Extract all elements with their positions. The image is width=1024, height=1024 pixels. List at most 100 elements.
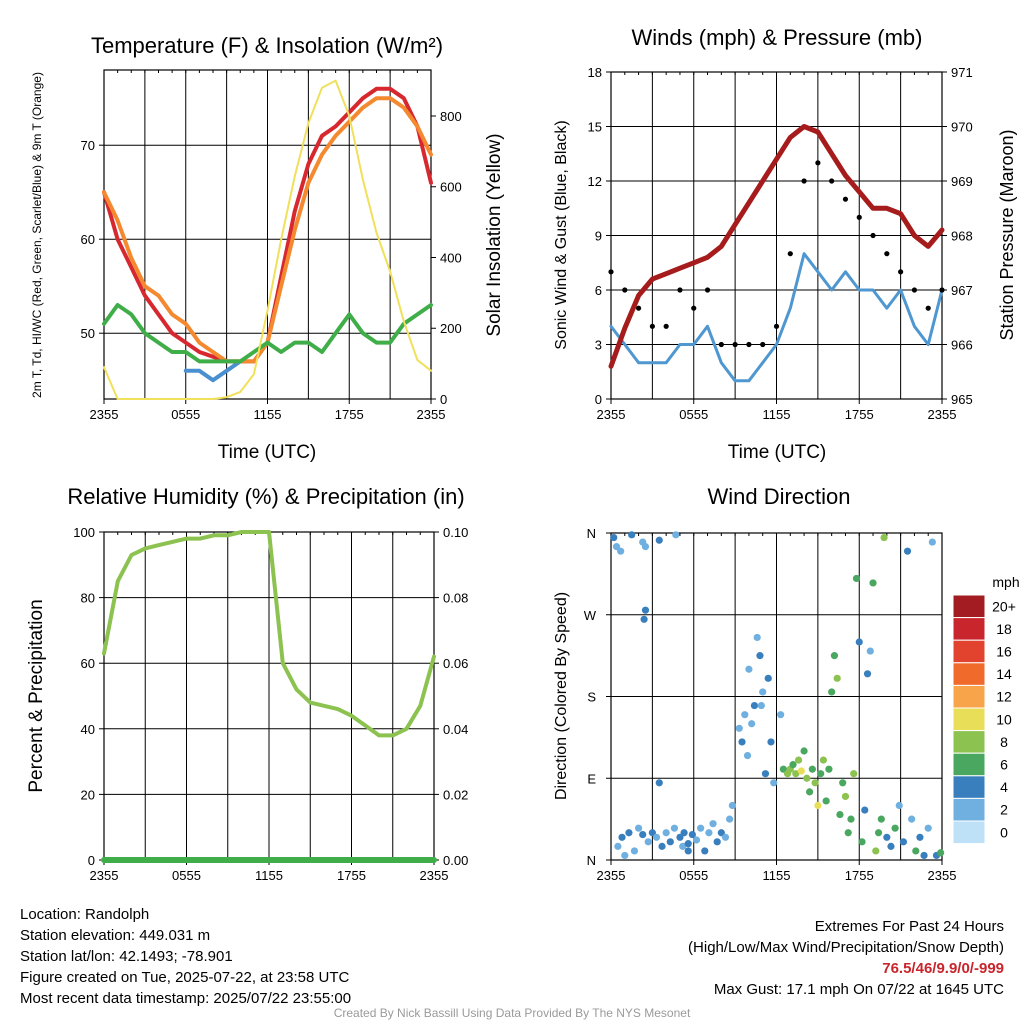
- direction-point: [759, 688, 767, 696]
- humidity-xtick-label: 1755: [337, 868, 366, 883]
- winds-gust-point: [704, 287, 711, 293]
- winds-gust-point: [608, 269, 614, 275]
- direction-point: [814, 801, 822, 810]
- winds-gust-point: [649, 323, 655, 329]
- temperature-ytick-label: 50: [81, 326, 95, 341]
- direction-point: [748, 720, 756, 728]
- direction-point: [617, 547, 625, 555]
- direction-point: [937, 849, 945, 857]
- direction-point: [625, 829, 633, 837]
- direction-point: [641, 606, 650, 614]
- colorbar-label: 18: [996, 621, 1012, 637]
- winds-gust-point: [884, 251, 890, 257]
- winds-ytick-label: 15: [588, 120, 602, 135]
- colorbar-label: 2: [1000, 802, 1008, 818]
- latlon-text: Station lat/lon: 42.1493; -78.901: [20, 948, 233, 965]
- winds-ytick-right-label: 970: [951, 120, 973, 135]
- direction-point: [697, 824, 705, 832]
- direction-point: [628, 531, 636, 539]
- direction-point: [680, 829, 688, 837]
- direction-point: [655, 779, 663, 787]
- winds-gust-point: [856, 214, 862, 220]
- winds-title: Winds (mph) & Pressure (mb): [632, 25, 923, 50]
- direction-point: [721, 833, 730, 841]
- temperature-xtick-label: 2355: [90, 407, 119, 422]
- humidity-ytick-label: 80: [81, 591, 95, 606]
- direction-point: [639, 830, 647, 839]
- direction-point: [794, 756, 803, 764]
- winds-ytick-right-label: 966: [951, 338, 973, 353]
- direction-point: [792, 770, 800, 778]
- recent-text: Most recent data timestamp: 2025/07/22 2…: [20, 990, 352, 1007]
- direction-xtick-label: 1755: [845, 868, 874, 883]
- temperature-ytick-right-label: 200: [440, 321, 462, 336]
- direction-point: [757, 701, 765, 710]
- extremes-info: Extremes For Past 24 Hours (High/Low/Max…: [688, 916, 1004, 1000]
- direction-point: [908, 815, 916, 823]
- direction-point: [806, 788, 814, 796]
- direction-point: [743, 751, 752, 760]
- humidity-title: Relative Humidity (%) & Precipitation (i…: [67, 484, 464, 509]
- direction-point: [709, 820, 717, 828]
- winds-ylabel-left: Sonic Wind & Gust (Blue, Black): [553, 120, 570, 349]
- direction-point: [841, 792, 850, 801]
- colorbar-swatch: [952, 707, 986, 732]
- direction-point: [887, 842, 895, 850]
- humidity-ytick-right-label: 0.04: [443, 722, 468, 737]
- humidity-xtick-label: 0555: [172, 868, 201, 883]
- direction-point: [830, 652, 839, 660]
- temperature-ytick-label: 60: [81, 232, 95, 247]
- temperature-xtick-label: 0555: [171, 407, 200, 422]
- direction-point: [800, 747, 808, 755]
- direction-point: [817, 770, 825, 778]
- direction-point: [866, 647, 874, 655]
- winds-ytick-label: 18: [588, 65, 602, 80]
- temperature-ytick-right-label: 600: [440, 180, 462, 195]
- winds-gust-point: [746, 341, 752, 348]
- station-info: Location: Randolph Station elevation: 44…: [20, 904, 351, 1009]
- direction-ylabel-left: Direction (Colored By Speed): [553, 592, 570, 800]
- colorbar-label: 10: [996, 711, 1012, 727]
- direction-point: [705, 829, 713, 837]
- direction-point: [855, 638, 863, 646]
- colorbar-swatch: [952, 594, 986, 619]
- winds-gust-point: [842, 196, 849, 202]
- winds-series-sonic-wind: [609, 252, 944, 383]
- humidity-ylabel-left: Percent & Precipitation: [26, 599, 47, 792]
- direction-point: [924, 824, 932, 832]
- direction-point: [803, 774, 811, 782]
- direction-point: [808, 765, 816, 773]
- colorbar-swatch: [952, 730, 986, 754]
- direction-point: [761, 770, 770, 778]
- colorbar-label: 12: [996, 689, 1012, 705]
- direction-point: [920, 851, 928, 860]
- direction-point: [852, 574, 861, 583]
- direction-point: [648, 829, 656, 837]
- temperature-ytick-label: 70: [81, 138, 95, 153]
- humidity-ytick-label: 60: [81, 656, 95, 671]
- direction-point: [822, 797, 830, 805]
- direction-ytick-label: S: [587, 690, 596, 705]
- winds-ytick-right-label: 968: [951, 229, 973, 244]
- colorbar-swatch: [952, 662, 986, 686]
- elevation-text: Station elevation: 449.031 m: [20, 927, 211, 944]
- direction-point: [903, 547, 912, 555]
- temperature-ylabel-left: 2m T, Td, HI/WC (Red, Green, Scarlet/Blu…: [30, 72, 44, 398]
- direction-point: [621, 851, 629, 860]
- humidity-xtick-label: 2355: [420, 868, 449, 883]
- temperature-ytick-right-label: 0: [440, 392, 447, 407]
- direction-point: [641, 543, 650, 551]
- direction-point: [928, 538, 936, 546]
- winds-xtick-label: 1755: [845, 407, 874, 422]
- direction-point: [726, 815, 734, 823]
- extremes-legend: (High/Low/Max Wind/Precipitation/Snow De…: [688, 939, 1004, 956]
- direction-point: [618, 833, 626, 841]
- colorbar-swatch: [952, 775, 986, 799]
- winds-gust-point: [898, 269, 904, 275]
- winds-xtick-label: 2355: [597, 407, 626, 422]
- colorbar-label: 20+: [992, 598, 1016, 614]
- winds-gust-point: [760, 341, 766, 348]
- direction-point: [916, 833, 924, 841]
- direction-point: [828, 688, 836, 696]
- winds-xlabel: Time (UTC): [728, 442, 827, 463]
